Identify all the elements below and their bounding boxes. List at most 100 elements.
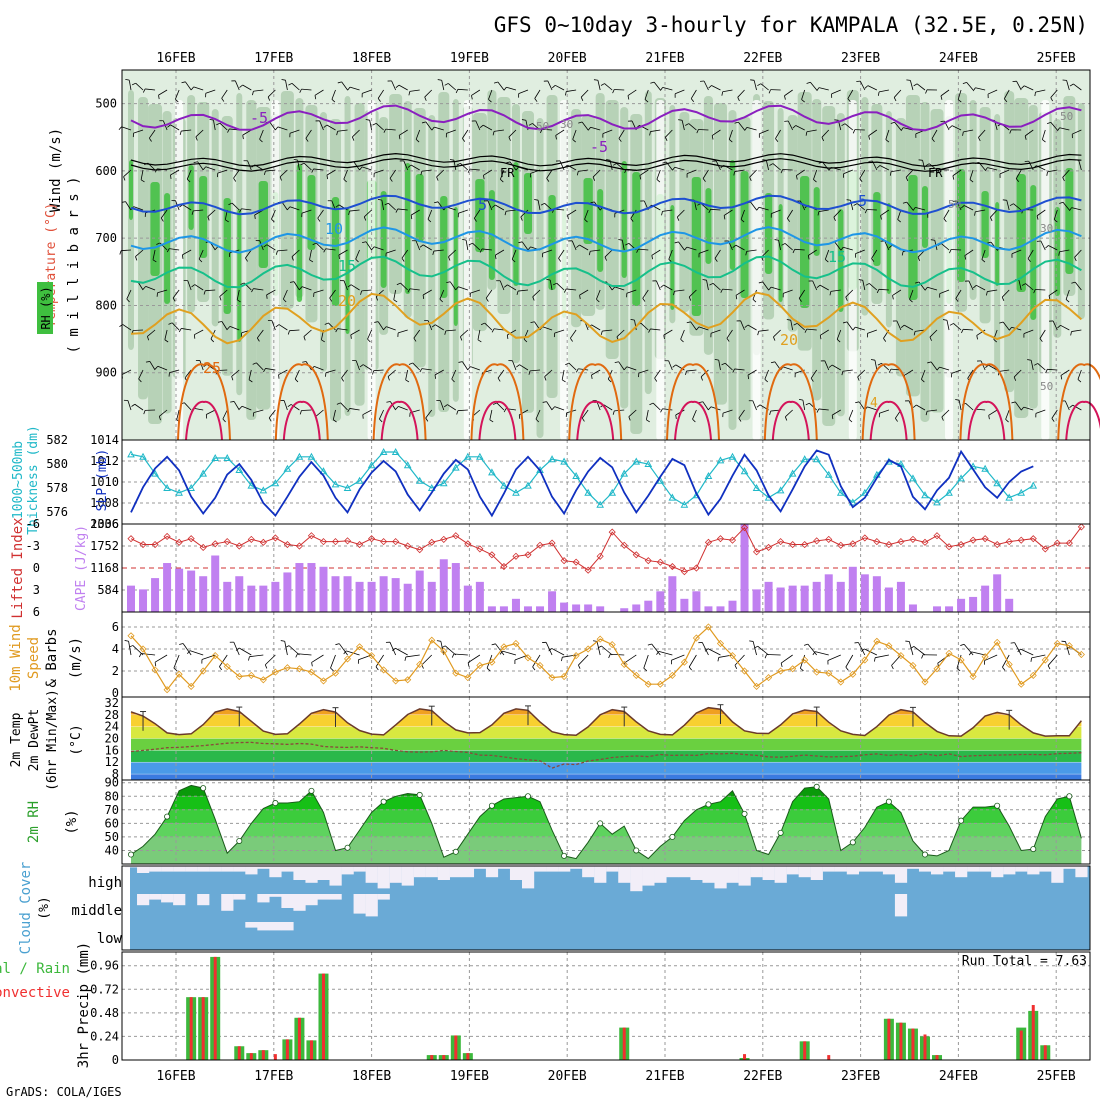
thickness-marker: [488, 468, 496, 476]
thickness-axis-label: 1000~500mb: [11, 441, 26, 519]
lifted-index-marker: [873, 538, 881, 546]
thickness-marker: [427, 483, 436, 491]
wind-barb: [833, 209, 842, 218]
total-rain-label: Total / Rain: [0, 961, 70, 977]
wind-barb: [686, 169, 697, 174]
precip-convective-bar: [911, 1028, 915, 1060]
cloud-high-bar: [1051, 866, 1064, 883]
wind-barb-flag: [551, 406, 555, 410]
cape-bar: [692, 591, 701, 612]
wind-barb-flag: [551, 85, 556, 89]
lifted-index-marker: [572, 558, 580, 566]
wind-barb-flag: [1060, 375, 1063, 380]
wind-barb: [891, 169, 901, 173]
wind-barb: [521, 241, 529, 251]
wind-barb: [830, 289, 841, 292]
cloud-high-bar: [509, 866, 523, 880]
wind-barb: [337, 129, 348, 132]
wind-barb: [457, 409, 468, 412]
cloud-high-bar: [461, 866, 475, 878]
wind-barb: [621, 240, 625, 251]
wind-barb: [542, 249, 553, 254]
wind-speed-marker: [801, 656, 809, 664]
wind-barb: [737, 89, 745, 98]
wind-barb: [559, 160, 565, 171]
wind-barb-flag: [439, 298, 444, 303]
wind-barb: [172, 289, 180, 299]
wind10-axis-label: 10m Wind: [8, 624, 24, 691]
wind-barb: [145, 286, 156, 291]
wind-barb-flag: [191, 210, 194, 215]
wind-barb: [726, 329, 733, 339]
cape-bar: [872, 576, 881, 612]
wind-barb-flag: [918, 159, 923, 161]
cape-bar: [848, 566, 857, 612]
wind-barb: [614, 286, 625, 291]
cape-bar: [463, 585, 472, 612]
wind-barb: [999, 369, 1010, 372]
rh-marker: [344, 844, 351, 851]
wind-barb: [1051, 409, 1058, 419]
wind-barb-flag: [324, 322, 329, 325]
cloud-high-bar: [822, 866, 835, 872]
date-label: 21FEB: [645, 51, 684, 66]
wind-barb: [988, 364, 998, 371]
wind-barb-flag: [1046, 121, 1052, 125]
wind-barb: [1015, 401, 1022, 411]
wind-barb-flag: [649, 402, 654, 406]
contour-label: -5: [590, 138, 608, 156]
wind-barb: [277, 249, 288, 252]
wind-barb-flag: [792, 125, 797, 129]
lifted-index-marker: [969, 536, 977, 544]
wind-barb: [964, 249, 974, 256]
wind-barb-flag: [888, 368, 892, 373]
wind-barb-flag: [957, 99, 962, 103]
cape-bar: [933, 606, 942, 612]
thickness-marker: [1017, 488, 1026, 496]
wind-barb: [1005, 409, 1010, 420]
wind-barb: [921, 369, 926, 380]
wind-barb-flag: [931, 138, 935, 143]
date-labels-top: 16FEB 17FEB 18FEB 19FEB 20FEB 21FEB 22FEB 23FEB…: [156, 51, 1076, 66]
wind-speed-marker: [416, 660, 424, 668]
wind-barb: [128, 80, 132, 91]
wind-barb: [578, 654, 589, 666]
wind-barb-flag: [1009, 203, 1014, 207]
precip-convective-bar: [213, 956, 217, 1060]
wind-barb: [193, 407, 204, 411]
wind-barb-flag: [654, 377, 658, 382]
wind-speed-marker: [464, 674, 472, 682]
wind-barb: [909, 80, 914, 91]
date-label: 20FEB: [548, 51, 587, 66]
wind-barb: [758, 206, 769, 211]
cloud-middle-bar: [173, 894, 186, 906]
thickness-marker: [451, 463, 460, 471]
cape-bar: [740, 524, 749, 612]
wind-barb: [668, 249, 673, 260]
wind-barb-flag: [816, 284, 821, 289]
wind-barb-flag: [764, 378, 769, 383]
wind-barb-flag: [883, 338, 887, 342]
cloud-high-bar: [894, 866, 908, 883]
rh-mid-band: [895, 118, 906, 377]
wind-barb: [248, 369, 252, 380]
wind-barb: [650, 328, 661, 331]
rh-band: [131, 809, 1082, 824]
wind-barb: [941, 243, 950, 251]
wind-barb-flag: [492, 131, 495, 136]
cloud-high-label: high: [88, 875, 122, 891]
wind-barb: [584, 209, 589, 220]
cloud-low-bar: [281, 922, 294, 931]
wind-barb: [812, 280, 818, 291]
lifted-index-marker: [404, 542, 412, 550]
wind-barb: [1062, 169, 1070, 178]
wind-barb-flag: [647, 643, 652, 646]
wind-barb: [782, 169, 793, 171]
thickness-marker: [957, 474, 965, 482]
wind-barb: [340, 402, 348, 411]
wind-speed-marker: [512, 639, 520, 648]
isotherm-line: [130, 194, 1082, 216]
wind-barb-flag: [745, 251, 748, 256]
wind-barb-flag: [329, 297, 333, 302]
contour-label: 50: [1040, 380, 1053, 393]
